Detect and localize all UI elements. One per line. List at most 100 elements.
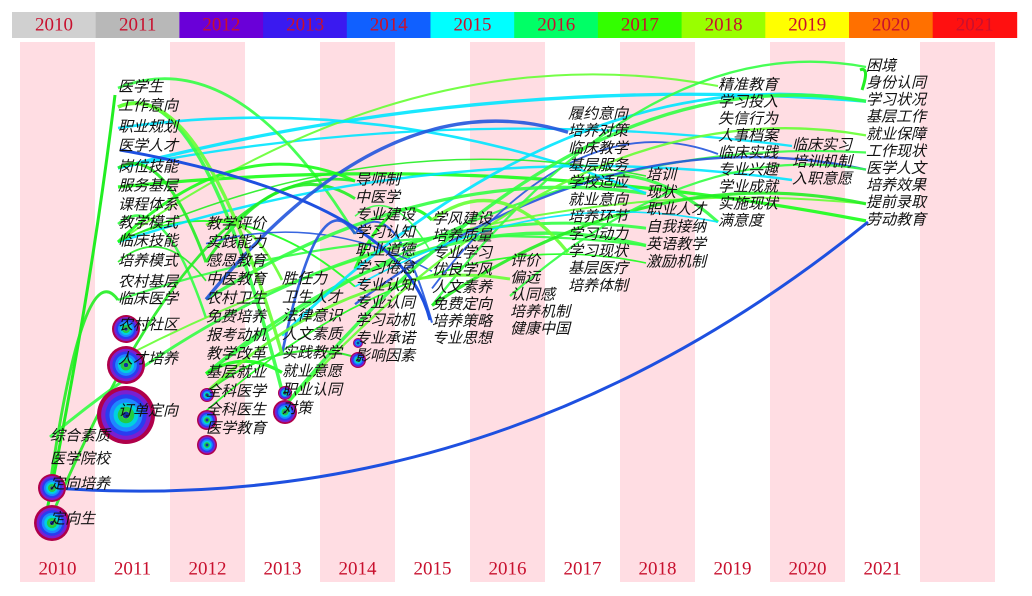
keyword: 培养对策 <box>568 123 630 140</box>
keyword: 中医教育 <box>206 271 268 288</box>
axis-year: 2013 <box>264 558 302 579</box>
keyword: 困境 <box>866 57 898 74</box>
keyword: 基层就业 <box>206 364 267 381</box>
keyword: 感恩教育 <box>206 253 268 270</box>
keyword: 身份认同 <box>866 75 928 92</box>
link <box>117 101 284 355</box>
link <box>509 163 867 297</box>
keyword: 专业学习 <box>432 245 494 262</box>
legend-swatch <box>849 12 934 38</box>
axis-year: 2015 <box>414 558 452 579</box>
keyword: 人事档案 <box>718 127 780 144</box>
link <box>431 60 867 307</box>
stripe <box>920 42 995 582</box>
keyword: 农村基层 <box>118 273 180 290</box>
keyword: 偏远 <box>510 269 542 286</box>
keyword: 农村社区 <box>118 316 180 333</box>
keyword: 就业保障 <box>866 126 928 143</box>
keyword: 基层医疗 <box>568 260 631 277</box>
keyword: 培养体制 <box>568 277 631 294</box>
axis-year: 2021 <box>864 558 902 579</box>
keyword: 履约意向 <box>568 105 630 122</box>
keyword: 导师制 <box>355 171 403 188</box>
keyword: 实践能力 <box>206 234 267 251</box>
legend-year: 2010 <box>35 14 73 35</box>
link <box>204 119 569 301</box>
labels: 2010 2011 2012 2013 2014 2015 2016 2017 2018 2019… <box>35 14 994 579</box>
link <box>116 162 356 244</box>
link <box>567 173 720 224</box>
keyword: 培养环节 <box>568 209 630 226</box>
keyword: 课程体系 <box>118 196 179 213</box>
keyword: 现状 <box>646 184 678 201</box>
keyword: 学习倦怠 <box>355 259 416 276</box>
keyword: 激励机制 <box>646 253 709 270</box>
keyword: 医学人文 <box>866 160 928 177</box>
keyword: 专业建设 <box>355 207 417 224</box>
node-center <box>283 391 287 395</box>
axis-year: 2014 <box>339 558 378 579</box>
node-center <box>49 520 55 526</box>
keyword: 医学人才 <box>118 137 180 154</box>
legend-swatch <box>597 12 683 38</box>
link <box>280 93 867 411</box>
link <box>43 94 117 521</box>
keyword: 专业认知 <box>355 277 417 294</box>
keyword: 精准教育 <box>718 76 780 93</box>
keyword: 卫生人才 <box>282 289 344 306</box>
node-center <box>205 393 209 397</box>
legend-year: 2012 <box>202 14 240 35</box>
keyword: 定向培养 <box>50 475 112 492</box>
keyword: 医学院校 <box>50 450 112 467</box>
nodes <box>34 315 366 541</box>
legend-swatch <box>514 12 599 38</box>
keyword: 基层服务 <box>568 157 630 174</box>
axis-year: 2017 <box>564 558 602 579</box>
keyword: 综合素质 <box>50 427 112 444</box>
keyword: 学校适应 <box>568 174 630 191</box>
keyword: 培养策略 <box>432 313 494 330</box>
link <box>431 141 719 289</box>
link <box>119 148 432 321</box>
legend-year: 2020 <box>872 14 910 35</box>
keyword: 评价 <box>510 252 542 269</box>
keyword: 实施现状 <box>718 195 780 212</box>
stripe <box>770 42 845 582</box>
keyword: 培训机制 <box>792 153 855 170</box>
link <box>431 191 867 307</box>
keyword: 学习现状 <box>568 243 630 260</box>
link <box>117 162 208 263</box>
keyword: 对策 <box>282 400 314 417</box>
keyword: 人才培养 <box>118 350 180 367</box>
keyword: 培养效果 <box>866 177 927 194</box>
keyword: 劳动教育 <box>866 211 928 228</box>
link <box>205 273 511 394</box>
keyword: 胜任力 <box>282 270 328 287</box>
keyword: 临床实践 <box>718 144 779 161</box>
keyword: 专业思想 <box>432 330 494 347</box>
axis-year: 2020 <box>789 558 827 579</box>
stripes <box>12 12 1018 582</box>
keyword: 职业规划 <box>118 118 180 135</box>
node-center <box>123 362 129 368</box>
legend-swatch <box>95 12 181 38</box>
keyword: 学习动力 <box>568 226 629 243</box>
legend-year: 2021 <box>956 14 994 35</box>
keyword: 教学模式 <box>118 214 180 231</box>
node-center <box>124 327 128 331</box>
legend-swatch <box>430 12 515 38</box>
keyword: 培养机制 <box>510 303 573 320</box>
link <box>117 77 357 235</box>
link <box>205 185 647 301</box>
legend-swatch <box>932 12 1018 38</box>
legend-year: 2016 <box>537 14 575 35</box>
keyword: 医学教育 <box>206 420 268 437</box>
keyword: 人文素质 <box>282 326 344 343</box>
keyword: 失信行为 <box>718 110 779 127</box>
node-center <box>50 486 54 490</box>
keyword: 中医学 <box>355 189 402 206</box>
keyword: 学风建设 <box>432 210 494 227</box>
keyword: 健康中国 <box>510 320 572 337</box>
stripe <box>620 42 695 582</box>
